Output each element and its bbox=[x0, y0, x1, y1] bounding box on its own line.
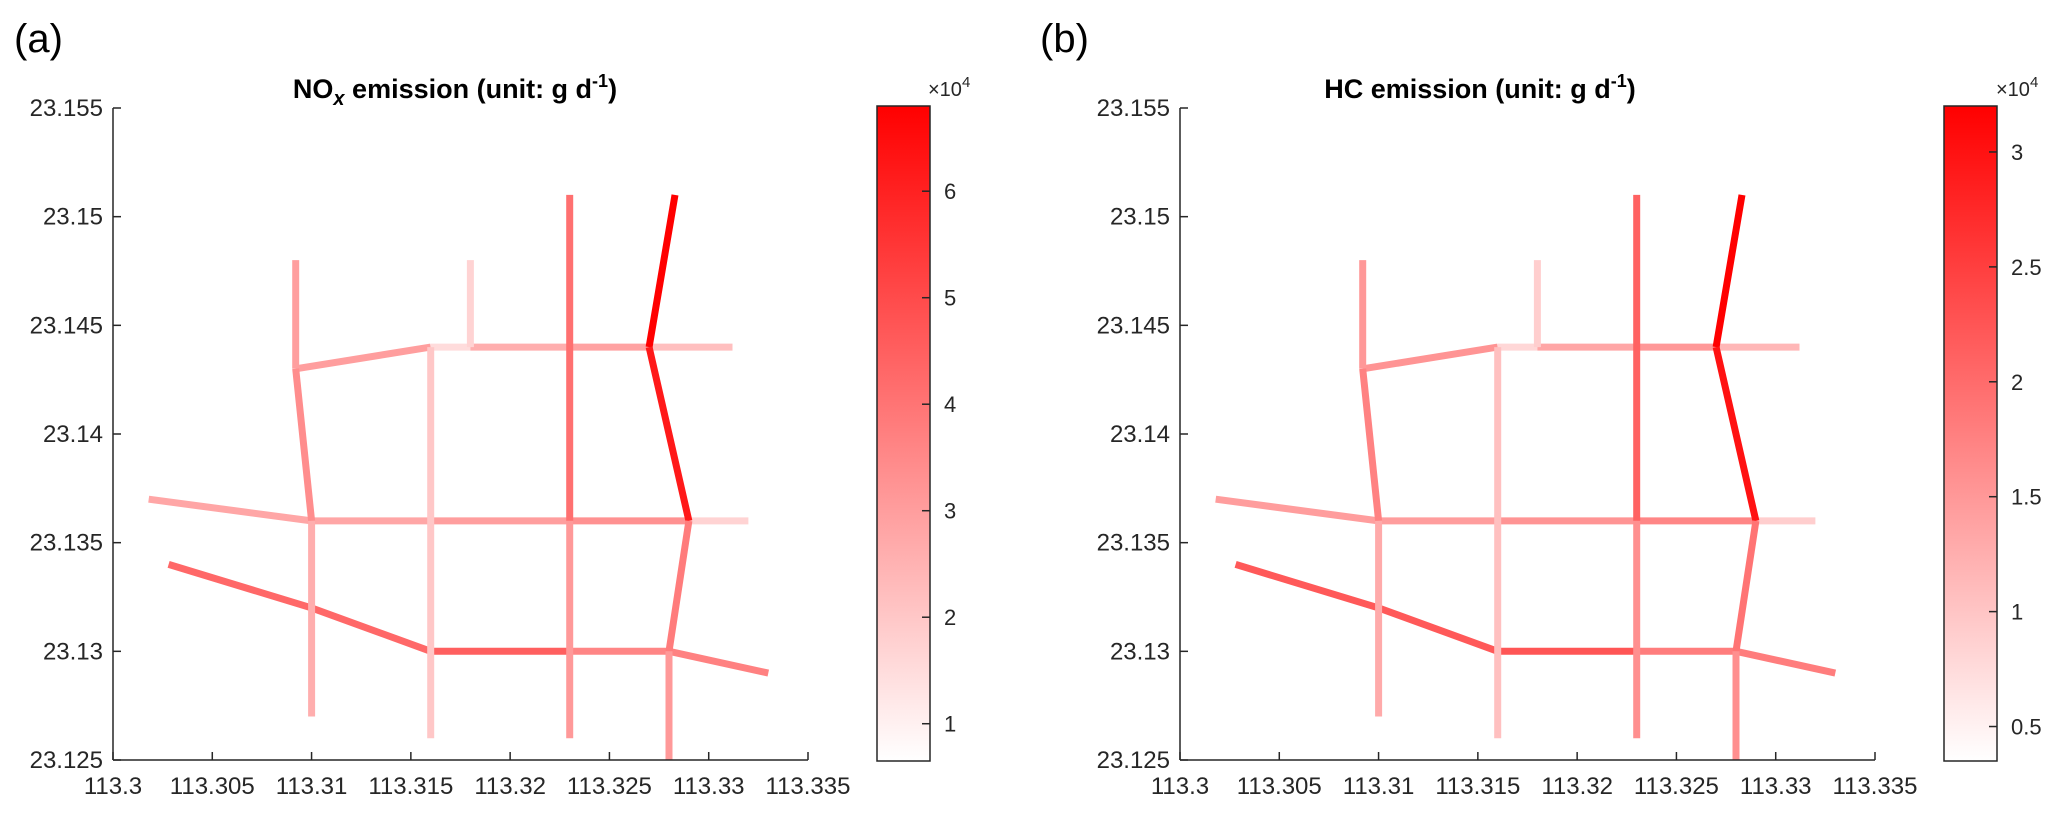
panel-b-colorbar-tick-label: 1.5 bbox=[2011, 485, 2042, 510]
panel-b-y-tick-label: 23.155 bbox=[1097, 95, 1170, 122]
panel-a-y-tick-label: 23.14 bbox=[43, 421, 103, 448]
panel-b-y-tick-label: 23.14 bbox=[1110, 421, 1170, 448]
panel-a-x-tick-label: 113.315 bbox=[368, 773, 453, 800]
panel-a-x-tick-label: 113.325 bbox=[567, 773, 652, 800]
panel-a-x-tick-label: 113.3 bbox=[84, 773, 142, 800]
panel-b-road-segment-23 bbox=[1732, 520, 1760, 652]
panel-b-y-ticks: 23.125 23.13 23.135 23.14 23.145 23.15 23.155 bbox=[1097, 95, 1188, 774]
panel-b-x-tick-label: 113.31 bbox=[1343, 773, 1415, 800]
panel-b-colorbar-tick-label: 2 bbox=[2011, 370, 2023, 395]
panel-b-colorbar-ticks: 0.5 1 1.5 2 2.5 3 bbox=[1989, 140, 2042, 740]
panel-a-road-segment-4 bbox=[148, 495, 313, 525]
panel-a-title-species: NO bbox=[293, 74, 334, 104]
panel-a-road-segment-15 bbox=[292, 368, 316, 522]
panel-b-road-segment-3 bbox=[1735, 647, 1837, 677]
panel-b-x-tick-label: 113.3 bbox=[1151, 773, 1209, 800]
panel-b-road-segment-22 bbox=[1712, 346, 1760, 522]
panel-b-x-tick-label: 113.315 bbox=[1435, 773, 1520, 800]
panel-a-title-sup: -1 bbox=[592, 71, 608, 91]
panel-a-x-tick-label: 113.335 bbox=[766, 773, 851, 800]
panel-a-y-tick-label: 23.135 bbox=[30, 530, 103, 557]
panel-a-title-rest: emission (unit: g d bbox=[345, 74, 593, 104]
panel-a-colorbar-tick-label: 5 bbox=[944, 286, 956, 311]
panel-a-x-tick-label: 113.31 bbox=[276, 773, 348, 800]
panel-a-title: NOx emission (unit: g d-1) bbox=[293, 71, 617, 110]
panel-a-road-segment-22 bbox=[645, 346, 693, 522]
panel-b-title-sup: -1 bbox=[1611, 71, 1627, 91]
panel-a-y-ticks: 23.125 23.13 23.135 23.14 23.145 23.15 23.155 bbox=[30, 95, 121, 774]
panel-b-y-tick-label: 23.13 bbox=[1110, 638, 1170, 665]
panel-b-title-end: ) bbox=[1627, 74, 1636, 104]
panel-a-road-segment-21 bbox=[645, 194, 679, 348]
panel-b-roads bbox=[1215, 194, 1837, 760]
panel-b-road-segment-9 bbox=[1362, 343, 1499, 373]
panel-a-road-segment-9 bbox=[295, 343, 432, 373]
panel-a-x-tick-label: 113.33 bbox=[673, 773, 745, 800]
panel-b-x-tick-label: 113.335 bbox=[1833, 773, 1918, 800]
panel-b-colorbar-multiplier: ×104 bbox=[1996, 74, 2038, 101]
panel-b-x-tick-label: 113.32 bbox=[1541, 773, 1613, 800]
panel-a: (a) NOx emission (unit: g d-1) 113.3 113.… bbox=[14, 17, 970, 800]
panel-b-colorbar-tick-label: 2.5 bbox=[2011, 255, 2042, 280]
panel-b-x-tick-label: 113.305 bbox=[1237, 773, 1322, 800]
panel-a-y-tick-label: 23.15 bbox=[43, 204, 103, 231]
panel-b-y-tick-label: 23.15 bbox=[1110, 204, 1170, 231]
panel-b-colorbar: ×104 0.5 1 1.5 2 2.5 3 bbox=[1943, 74, 2042, 762]
panel-a-y-tick-label: 23.155 bbox=[30, 95, 103, 122]
panel-b-road-segment-21 bbox=[1712, 194, 1746, 348]
panel-a-x-tick-label: 113.32 bbox=[474, 773, 546, 800]
panel-a-colorbar-multiplier: ×104 bbox=[928, 74, 970, 101]
panel-a-y-tick-label: 23.13 bbox=[43, 638, 103, 665]
panel-a-y-tick-label: 23.125 bbox=[30, 747, 103, 774]
panel-a-road-segment-3 bbox=[668, 647, 770, 677]
panel-b-colorbar-tick-label: 0.5 bbox=[2011, 715, 2042, 740]
panel-b-y-tick-label: 23.145 bbox=[1097, 312, 1170, 339]
panel-a-road-segment-0 bbox=[167, 561, 432, 655]
panel-a-letter: (a) bbox=[14, 17, 63, 61]
panel-a-colorbar-gradient bbox=[876, 105, 931, 762]
panel-b-y-tick-label: 23.135 bbox=[1097, 530, 1170, 557]
panel-a-colorbar-tick-label: 2 bbox=[944, 605, 956, 630]
panel-a-road-segment-23 bbox=[665, 520, 693, 652]
panel-b-x-tick-label: 113.325 bbox=[1634, 773, 1719, 800]
panel-a-colorbar: ×104 1 2 3 4 5 6 bbox=[876, 74, 970, 762]
panel-b: (b) HC emission (unit: g d-1) 113.3 113.3… bbox=[1040, 17, 2042, 800]
panel-b-y-tick-label: 23.125 bbox=[1097, 747, 1170, 774]
panel-b-title-species: HC bbox=[1324, 74, 1371, 104]
panel-a-x-ticks: 113.3 113.305 113.31 113.315 113.32 113.325 11… bbox=[84, 752, 851, 800]
panel-b-road-segment-15 bbox=[1359, 368, 1383, 522]
panel-b-x-tick-label: 113.33 bbox=[1740, 773, 1812, 800]
panel-b-title: HC emission (unit: g d-1) bbox=[1324, 71, 1636, 104]
panel-b-road-segment-4 bbox=[1215, 495, 1380, 525]
panel-b-x-ticks: 113.3 113.305 113.31 113.315 113.32 113.325 11… bbox=[1151, 752, 1918, 800]
panel-b-colorbar-tick-label: 3 bbox=[2011, 140, 2023, 165]
panel-a-title-sub: x bbox=[332, 88, 345, 110]
panel-a-title-end: ) bbox=[608, 74, 617, 104]
panel-a-x-tick-label: 113.305 bbox=[170, 773, 255, 800]
panel-a-colorbar-tick-label: 3 bbox=[944, 499, 956, 524]
panel-a-y-tick-label: 23.145 bbox=[30, 312, 103, 339]
panel-b-colorbar-gradient bbox=[1943, 105, 1998, 762]
panel-b-title-rest: emission (unit: g d bbox=[1371, 74, 1611, 104]
panel-a-roads bbox=[148, 194, 770, 760]
panel-a-colorbar-tick-label: 1 bbox=[944, 712, 956, 737]
panel-b-road-segment-0 bbox=[1234, 561, 1499, 655]
panel-a-colorbar-ticks: 1 2 3 4 5 6 bbox=[922, 179, 956, 737]
panel-b-letter: (b) bbox=[1040, 17, 1089, 61]
panel-a-colorbar-tick-label: 6 bbox=[944, 179, 956, 204]
panel-b-colorbar-tick-label: 1 bbox=[2011, 600, 2023, 625]
panel-a-colorbar-tick-label: 4 bbox=[944, 392, 956, 417]
